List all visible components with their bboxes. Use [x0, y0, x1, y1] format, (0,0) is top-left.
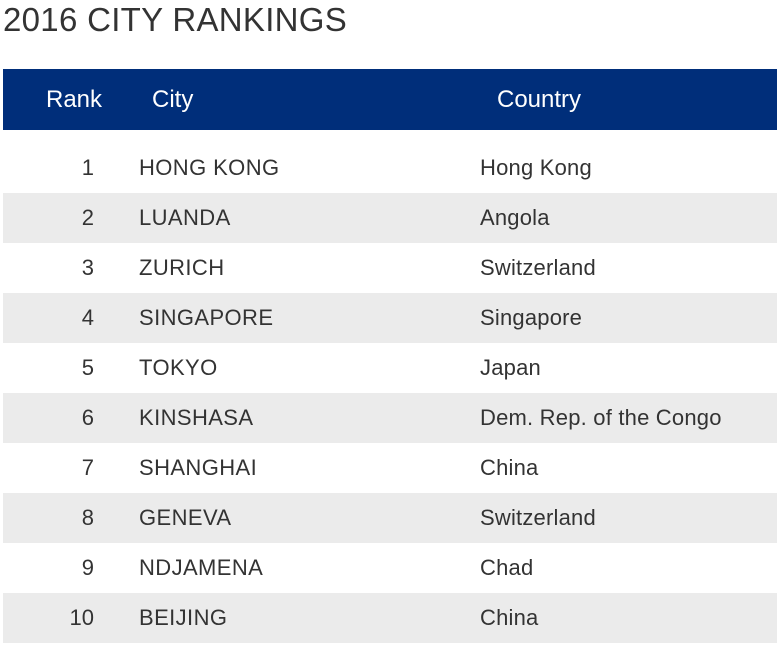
- country-cell: Switzerland: [480, 505, 596, 530]
- city-cell: KINSHASA: [139, 405, 254, 430]
- city-cell: GENEVA: [139, 505, 232, 530]
- city-cell: BEIJING: [139, 605, 228, 630]
- country-cell: China: [480, 455, 539, 480]
- table-row: 7 SHANGHAI China: [3, 443, 777, 493]
- city-cell: ZURICH: [139, 255, 225, 280]
- column-header-city[interactable]: City: [152, 86, 194, 113]
- table-row: 2 LUANDA Angola: [3, 193, 777, 243]
- city-cell: NDJAMENA: [139, 555, 264, 580]
- rank-cell: 8: [81, 505, 94, 530]
- table-row: 5 TOKYO Japan: [3, 343, 777, 393]
- table-row: 10 BEIJING China: [3, 593, 777, 643]
- rank-cell: 10: [69, 605, 94, 630]
- country-cell: Chad: [480, 555, 534, 580]
- rank-cell: 5: [81, 355, 94, 380]
- rank-cell: 3: [81, 255, 94, 280]
- column-header-rank[interactable]: Rank: [46, 86, 103, 113]
- table-row: 4 SINGAPORE Singapore: [3, 293, 777, 343]
- table-header: Rank City Country: [3, 69, 777, 130]
- table-row: 8 GENEVA Switzerland: [3, 493, 777, 543]
- country-cell: Singapore: [480, 305, 583, 330]
- rankings-table: Rank City Country 1 HONG KONG Hong Kong 2 LU…: [3, 69, 777, 643]
- city-cell: SHANGHAI: [139, 455, 258, 480]
- page-title: 2016 CITY RANKINGS: [3, 1, 348, 38]
- rank-cell: 9: [81, 555, 94, 580]
- header-spacer: [3, 130, 777, 143]
- rank-cell: 2: [81, 205, 94, 230]
- city-cell: HONG KONG: [139, 155, 280, 180]
- column-header-country[interactable]: Country: [497, 86, 582, 113]
- table-body: 1 HONG KONG Hong Kong 2 LUANDA Angola 3 ZURICH S…: [3, 143, 777, 643]
- country-cell: Hong Kong: [480, 155, 592, 180]
- table-row: 9 NDJAMENA Chad: [3, 543, 777, 593]
- rank-cell: 4: [81, 305, 94, 330]
- country-cell: Japan: [480, 355, 541, 380]
- table-row: 3 ZURICH Switzerland: [3, 243, 777, 293]
- country-cell: Switzerland: [480, 255, 596, 280]
- city-cell: TOKYO: [139, 355, 218, 380]
- table-row: 6 KINSHASA Dem. Rep. of the Congo: [3, 393, 777, 443]
- table-row: 1 HONG KONG Hong Kong: [3, 143, 777, 193]
- country-cell: Angola: [480, 205, 550, 230]
- country-cell: China: [480, 605, 539, 630]
- city-cell: LUANDA: [139, 205, 231, 230]
- rank-cell: 1: [81, 155, 94, 180]
- city-cell: SINGAPORE: [139, 305, 274, 330]
- rank-cell: 7: [81, 455, 94, 480]
- rank-cell: 6: [81, 405, 94, 430]
- country-cell: Dem. Rep. of the Congo: [480, 405, 722, 430]
